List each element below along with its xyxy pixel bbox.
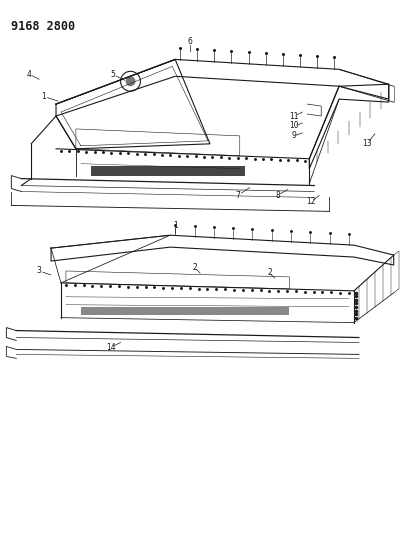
Text: 7: 7 [236,191,240,200]
Text: 14: 14 [106,343,115,352]
Text: 1: 1 [173,221,178,230]
Circle shape [125,76,136,86]
Bar [81,306,289,314]
Text: 10: 10 [290,122,299,131]
Text: 6: 6 [188,37,192,46]
Text: 9: 9 [292,132,297,140]
Text: 2: 2 [193,263,197,272]
Text: 3: 3 [37,266,42,276]
Text: 8: 8 [275,191,280,200]
Bar [91,166,245,175]
Text: 9168 2800: 9168 2800 [12,20,76,33]
Text: 12: 12 [307,197,316,206]
Text: 1: 1 [41,92,46,101]
Text: 5: 5 [110,70,115,79]
Text: 13: 13 [362,139,372,148]
Text: 4: 4 [27,70,32,79]
Text: 2: 2 [267,269,272,278]
Text: 11: 11 [290,111,299,120]
